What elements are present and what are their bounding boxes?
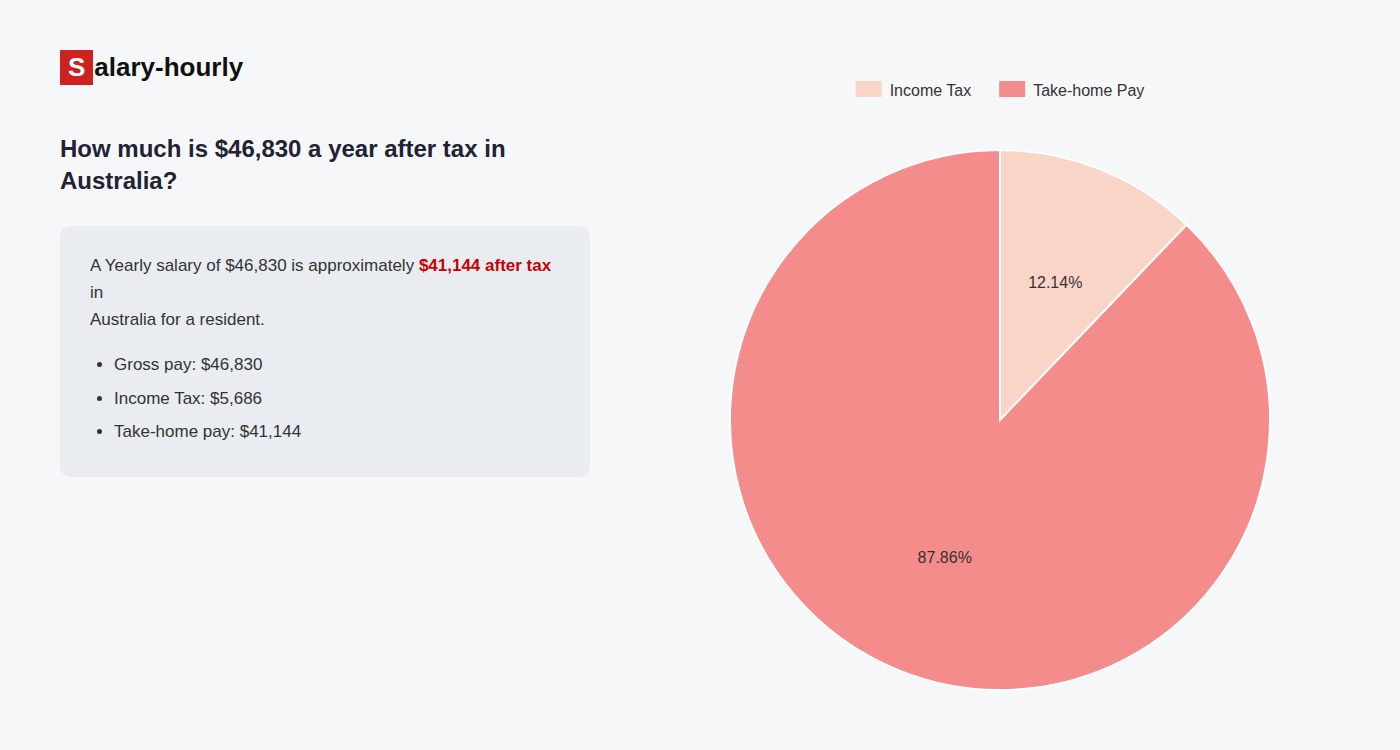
data-label: 12.14% — [1028, 274, 1082, 291]
data-label: 87.86% — [918, 549, 972, 566]
description-text: Australia for a resident. — [90, 310, 265, 329]
bullet-item: Take-home pay: $41,144 — [114, 418, 560, 445]
description: A Yearly salary of $46,830 is approximat… — [90, 252, 560, 334]
data-labels: 12.14% 87.86% — [918, 274, 1083, 567]
info-box: A Yearly salary of $46,830 is approximat… — [60, 226, 590, 477]
legend-label: Take-home Pay — [1033, 82, 1144, 99]
legend-label: Income Tax — [890, 82, 972, 99]
chart-panel: 12.14% 87.86% Income Tax Take-home Pay — [620, 0, 1400, 750]
description-highlight: $41,144 after tax — [419, 256, 551, 275]
text-panel: Salary-hourly How much is $46,830 a year … — [0, 0, 620, 750]
page: Salary-hourly How much is $46,830 a year … — [0, 0, 1400, 750]
pie-chart: 12.14% 87.86% Income Tax Take-home Pay — [620, 0, 1400, 750]
legend: Income Tax Take-home Pay — [856, 81, 1145, 99]
logo-mark: S — [60, 50, 93, 85]
slices — [730, 150, 1270, 690]
legend-swatch — [999, 81, 1025, 97]
logo: Salary-hourly — [60, 50, 590, 85]
logo-text: alary-hourly — [94, 52, 243, 83]
legend-swatch — [856, 81, 882, 97]
description-text: A Yearly salary of $46,830 is approximat… — [90, 256, 419, 275]
title: How much is $46,830 a year after tax in … — [60, 133, 580, 198]
bullet-item: Income Tax: $5,686 — [114, 385, 560, 412]
bullet-item: Gross pay: $46,830 — [114, 351, 560, 378]
pie-slice — [730, 150, 1270, 690]
bullet-list: Gross pay: $46,830 Income Tax: $5,686 Take… — [90, 351, 560, 445]
